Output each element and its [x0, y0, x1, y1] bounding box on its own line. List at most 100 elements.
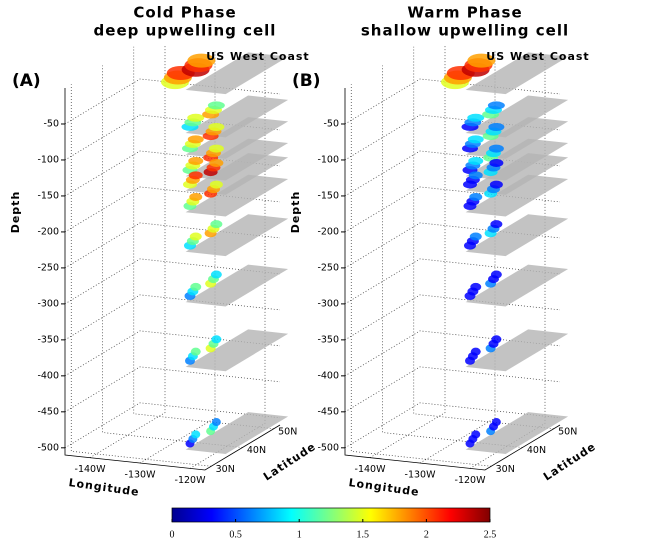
axis-line — [344, 88, 561, 471]
grid-line — [344, 258, 561, 305]
panel-subtitle: shallow upwelling cell — [361, 22, 569, 40]
field-patch — [188, 156, 204, 165]
depth-slice — [465, 214, 569, 257]
depth-slice — [185, 174, 289, 217]
field-patch — [189, 232, 202, 241]
field-patch — [211, 335, 222, 344]
grid-line — [64, 366, 281, 413]
z-tick-label: -350 — [37, 334, 59, 345]
depth-slice — [465, 264, 569, 307]
field-patch — [207, 101, 225, 110]
grid-line — [64, 114, 281, 161]
depth-slice — [465, 174, 569, 217]
field-patch — [489, 158, 504, 167]
z-tick-label: -450 — [37, 406, 59, 417]
field-patch — [470, 347, 481, 356]
grid-line — [89, 45, 166, 458]
grid-line — [344, 186, 561, 233]
grid-line — [64, 294, 281, 341]
z-tick-label: -300 — [317, 298, 339, 309]
colorbar-tick-label: 1.5 — [357, 529, 370, 540]
field-patch — [469, 192, 483, 201]
depth-slice — [465, 329, 569, 372]
field-patch — [211, 418, 221, 427]
y-tick-label: 30N — [216, 464, 235, 475]
grid-line — [419, 51, 496, 464]
grid-line — [344, 114, 561, 161]
grid-line — [344, 222, 561, 269]
y-tick-label: 40N — [527, 445, 546, 456]
grid-line — [344, 78, 561, 125]
field-patch — [469, 232, 482, 241]
panel-label: (A) — [12, 71, 41, 91]
field-patch — [471, 430, 481, 439]
colorbar-tick-label: 2 — [424, 529, 429, 540]
grid-line — [369, 45, 446, 458]
z-tick-label: -200 — [317, 226, 339, 237]
z-tick-label: -100 — [317, 154, 339, 165]
field-patch — [190, 282, 202, 291]
field-patch — [190, 347, 201, 356]
y-axis-label: Latitude — [261, 440, 318, 484]
y-tick-label: 50N — [278, 426, 297, 437]
field-patch — [210, 270, 222, 279]
x-tick-label: -140W — [75, 464, 107, 475]
y-axis-label: Latitude — [541, 440, 598, 484]
field-patch — [467, 113, 485, 122]
grid-line — [344, 150, 561, 197]
field-patch — [491, 418, 501, 427]
field-patch — [468, 156, 484, 165]
y-tick-label: 50N — [558, 426, 577, 437]
grid-line — [344, 402, 561, 449]
z-tick-label: -450 — [317, 406, 339, 417]
x-tick-label: -130W — [125, 470, 157, 481]
colorbar-tick-label: 1 — [297, 529, 302, 540]
grid-line — [344, 330, 561, 377]
field-patch — [209, 158, 224, 167]
panel-subtitle: deep upwelling cell — [94, 22, 277, 40]
field-patch — [187, 113, 205, 122]
field-patch — [467, 53, 496, 68]
depth-slice — [185, 329, 289, 372]
field-patch — [467, 135, 484, 144]
x-tick-label: -120W — [175, 475, 207, 486]
x-tick-label: -120W — [455, 475, 487, 486]
field-patch — [188, 171, 203, 180]
colorbar — [171, 507, 491, 523]
grid-line — [64, 402, 281, 449]
z-tick-label: -350 — [317, 334, 339, 345]
z-tick-label: -250 — [317, 262, 339, 273]
z-tick-label: -250 — [37, 262, 59, 273]
z-tick-label: -400 — [317, 370, 339, 381]
field-patch — [208, 144, 224, 153]
z-tick-label: -500 — [37, 442, 59, 453]
y-tick-label: 40N — [247, 445, 266, 456]
z-axis-label: Depth — [9, 191, 22, 234]
z-tick-label: -300 — [37, 298, 59, 309]
panel-title: Warm Phase — [407, 4, 522, 22]
field-patch — [187, 53, 216, 68]
grid-line — [64, 222, 281, 269]
grid-line — [64, 78, 281, 125]
depth-slice — [185, 214, 289, 257]
field-patch — [490, 270, 502, 279]
field-patch — [487, 101, 505, 110]
z-tick-label: -200 — [37, 226, 59, 237]
depth-slice — [185, 264, 289, 307]
grid-line — [139, 51, 216, 464]
z-tick-label: -100 — [37, 154, 59, 165]
z-tick-label: -400 — [37, 370, 59, 381]
field-patch — [490, 220, 503, 229]
depth-slice — [465, 412, 569, 454]
z-tick-label: -150 — [317, 190, 339, 201]
field-patch — [491, 335, 502, 344]
field-patch — [187, 135, 204, 144]
z-tick-label: -50 — [43, 118, 59, 129]
z-axis-label: Depth — [289, 191, 302, 234]
field-patch — [468, 171, 483, 180]
field-patch — [189, 192, 203, 201]
annotation: US West Coast — [206, 50, 309, 63]
z-tick-label: -500 — [317, 442, 339, 453]
grid-line — [64, 258, 281, 305]
